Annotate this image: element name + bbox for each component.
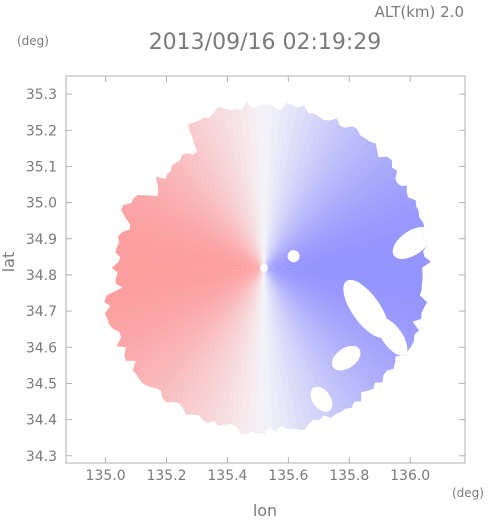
velocity-sector-77 bbox=[129, 267, 264, 435]
velocity-sector-81 bbox=[166, 267, 264, 435]
y-axis: 34.3 34.4 34.5 34.6 34.7 34.8 34.9 35.0 35.1 35.2… bbox=[26, 87, 465, 465]
y-axis-unit: (deg) bbox=[17, 34, 49, 48]
y-tick-label-5: 34.8 bbox=[26, 268, 57, 284]
velocity-sector-59 bbox=[104, 256, 264, 269]
chart-title: 2013/09/16 02:19:29 bbox=[149, 30, 382, 55]
velocity-sector-73 bbox=[104, 267, 264, 412]
velocity-sector-18 bbox=[263, 101, 390, 268]
x-axis-unit: (deg) bbox=[452, 486, 484, 500]
velocity-sector-25 bbox=[263, 101, 320, 268]
velocity-sector-13 bbox=[263, 124, 431, 268]
y-tick-label-2: 34.5 bbox=[26, 376, 57, 392]
no-echo-patch-6 bbox=[287, 250, 300, 263]
velocity-sector-100 bbox=[263, 267, 381, 435]
no-echo-patch-3 bbox=[331, 345, 361, 371]
velocity-sector-83 bbox=[187, 267, 264, 435]
x-axis-label: lon bbox=[253, 501, 277, 520]
velocity-sector-94 bbox=[263, 267, 320, 435]
velocity-sector-74 bbox=[105, 267, 264, 420]
velocity-sector-85 bbox=[208, 267, 264, 435]
x-tick-label-3: 135.6 bbox=[268, 468, 308, 484]
velocity-sector-26 bbox=[263, 101, 309, 268]
no-echo-patch-2 bbox=[377, 317, 408, 356]
velocity-sector-7 bbox=[263, 180, 431, 268]
radar-site-marker bbox=[259, 263, 268, 272]
y-tick-label-3: 34.6 bbox=[26, 340, 57, 356]
y-axis-label: lat bbox=[0, 252, 18, 273]
velocity-sector-89 bbox=[252, 267, 265, 435]
plot-area bbox=[104, 101, 431, 435]
no-echo-patch-0 bbox=[392, 227, 431, 260]
no-echo-patch-5 bbox=[310, 386, 333, 412]
velocity-field bbox=[104, 101, 431, 435]
x-tick-label-5: 136.0 bbox=[390, 468, 430, 484]
velocity-sector-19 bbox=[263, 101, 381, 268]
velocity-sector-65 bbox=[104, 267, 264, 335]
velocity-sector-87 bbox=[230, 267, 264, 435]
velocity-sector-4 bbox=[263, 211, 431, 268]
velocity-sector-35 bbox=[197, 101, 264, 268]
velocity-sector-5 bbox=[263, 201, 431, 268]
velocity-sector-116 bbox=[263, 267, 431, 313]
x-tick-label-0: 135.0 bbox=[86, 468, 126, 484]
velocity-sector-72 bbox=[104, 267, 264, 403]
x-tick-label-1: 135.2 bbox=[146, 468, 186, 484]
velocity-sector-21 bbox=[263, 101, 361, 268]
chart-subtitle: ALT(km) 2.0 bbox=[375, 3, 464, 21]
velocity-sector-29 bbox=[263, 101, 276, 268]
velocity-sector-58 bbox=[104, 245, 264, 268]
x-axis: 135.0 135.2 135.4 135.6 135.8 136.0 bbox=[86, 76, 430, 484]
y-tick-label-7: 35.0 bbox=[26, 196, 57, 212]
velocity-sector-34 bbox=[208, 101, 264, 268]
x-tick-label-2: 135.4 bbox=[207, 468, 247, 484]
y-tick-label-8: 35.1 bbox=[26, 159, 57, 175]
y-tick-label-1: 34.4 bbox=[26, 413, 57, 429]
x-tick-label-4: 135.8 bbox=[329, 468, 369, 484]
velocity-sector-6 bbox=[263, 190, 431, 268]
y-tick-label-0: 34.3 bbox=[26, 449, 57, 465]
y-tick-label-6: 34.9 bbox=[26, 232, 57, 248]
velocity-sector-27 bbox=[263, 101, 298, 268]
velocity-sector-88 bbox=[241, 267, 264, 435]
velocity-sector-70 bbox=[104, 267, 264, 385]
y-tick-label-10: 35.3 bbox=[26, 87, 57, 103]
no-echo-patch-1 bbox=[343, 279, 389, 338]
velocity-sector-16 bbox=[263, 101, 407, 268]
y-tick-label-4: 34.7 bbox=[26, 304, 57, 320]
y-tick-label-9: 35.2 bbox=[26, 123, 57, 139]
plot-frame bbox=[65, 75, 466, 464]
velocity-sector-66 bbox=[104, 267, 264, 345]
velocity-sector-97 bbox=[263, 267, 352, 435]
